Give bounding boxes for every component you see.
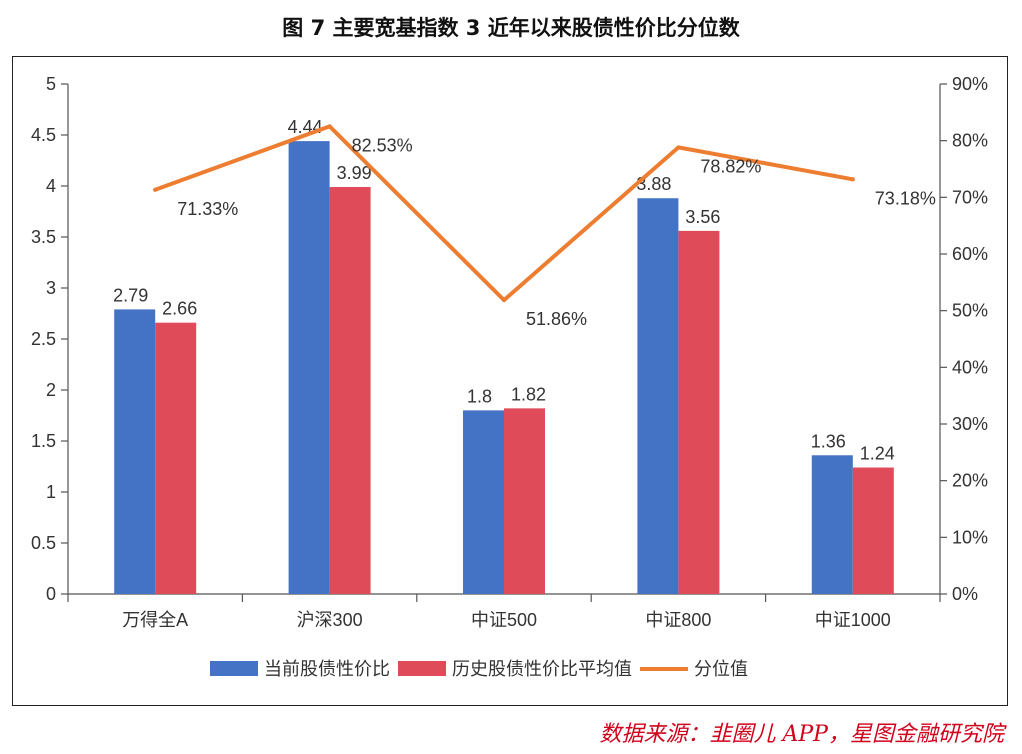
- percentile-data-label: 78.82%: [700, 156, 761, 176]
- percentile-point: [327, 124, 332, 129]
- y-right-tick-label: 30%: [952, 414, 988, 434]
- bar-data-label: 3.88: [636, 174, 671, 194]
- y-right-tick-label: 40%: [952, 357, 988, 377]
- y-left-tick-label: 4: [46, 176, 56, 196]
- legend-swatch: [398, 661, 446, 676]
- percentile-line: [153, 124, 855, 303]
- percentile-point: [502, 298, 506, 303]
- bar-current: [114, 309, 156, 594]
- percentile-point: [676, 145, 681, 150]
- x-category-label: 中证1000: [815, 610, 891, 630]
- y-left-tick-label: 1.5: [31, 431, 56, 451]
- y-left-tick-label: 3: [46, 278, 56, 298]
- bar-average: [852, 467, 894, 594]
- x-category-label: 沪深300: [297, 610, 363, 630]
- legend-label: 当前股债性价比: [264, 659, 390, 679]
- bar-current: [463, 410, 504, 594]
- percentile-data-label: 82.53%: [352, 135, 413, 155]
- chart-title: 图 7 主要宽基指数 3 近年以来股债性价比分位数: [282, 16, 740, 40]
- bar-current: [637, 198, 679, 595]
- y-right-tick-label: 80%: [952, 131, 988, 151]
- bar-average: [155, 322, 197, 594]
- y-right-tick-label: 70%: [952, 187, 988, 207]
- percentile-data-label: 51.86%: [526, 309, 587, 329]
- percentile-data-label: 73.18%: [875, 188, 936, 208]
- bar-data-label: 3.99: [337, 163, 372, 183]
- bar-data-label: 2.66: [162, 299, 197, 319]
- x-category-label: 万得全A: [122, 610, 188, 630]
- chart-frame: [12, 56, 1008, 706]
- y-left-tick-label: 2: [46, 380, 56, 400]
- bar-current: [288, 141, 330, 594]
- y-left-tick-label: 0.5: [31, 533, 56, 553]
- y-left-tick-label: 4.5: [31, 125, 56, 145]
- bar-data-label: 3.56: [685, 207, 720, 227]
- bar-average: [678, 230, 720, 594]
- bar-data-label: 1.24: [860, 444, 895, 464]
- x-category-label: 中证800: [645, 610, 711, 630]
- y-left-tick-label: 5: [46, 74, 56, 94]
- bar-current: [811, 455, 853, 594]
- legend-label: 历史股债性价比平均值: [452, 659, 632, 679]
- y-right-tick-label: 20%: [952, 471, 988, 491]
- x-category-label: 中证500: [471, 610, 537, 630]
- source-note: 数据来源：韭圈儿 APP，星图金融研究院: [599, 722, 1005, 747]
- y-right-tick-label: 10%: [952, 527, 988, 547]
- percentile-point: [850, 177, 855, 182]
- bar-data-label: 2.79: [113, 285, 148, 305]
- y-right-tick-label: 0%: [952, 584, 978, 604]
- legend-swatch: [210, 661, 258, 676]
- bar-data-label: 1.36: [811, 431, 846, 451]
- y-right-tick-label: 90%: [952, 74, 988, 94]
- percentile-data-label: 71.33%: [177, 199, 238, 219]
- y-left-tick-label: 2.5: [31, 329, 56, 349]
- bar-average: [329, 187, 371, 594]
- percentile-point: [153, 187, 158, 192]
- y-left-tick-label: 3.5: [31, 227, 56, 247]
- bar-average: [504, 408, 545, 594]
- y-right-tick-label: 60%: [952, 244, 988, 264]
- y-left-tick-label: 1: [46, 482, 56, 502]
- bar-data-label: 1.82: [511, 384, 546, 404]
- bar-data-label: 1.8: [467, 386, 492, 406]
- y-left-tick-label: 0: [46, 584, 56, 604]
- y-right-tick-label: 50%: [952, 301, 988, 321]
- legend-label: 分位值: [694, 659, 748, 679]
